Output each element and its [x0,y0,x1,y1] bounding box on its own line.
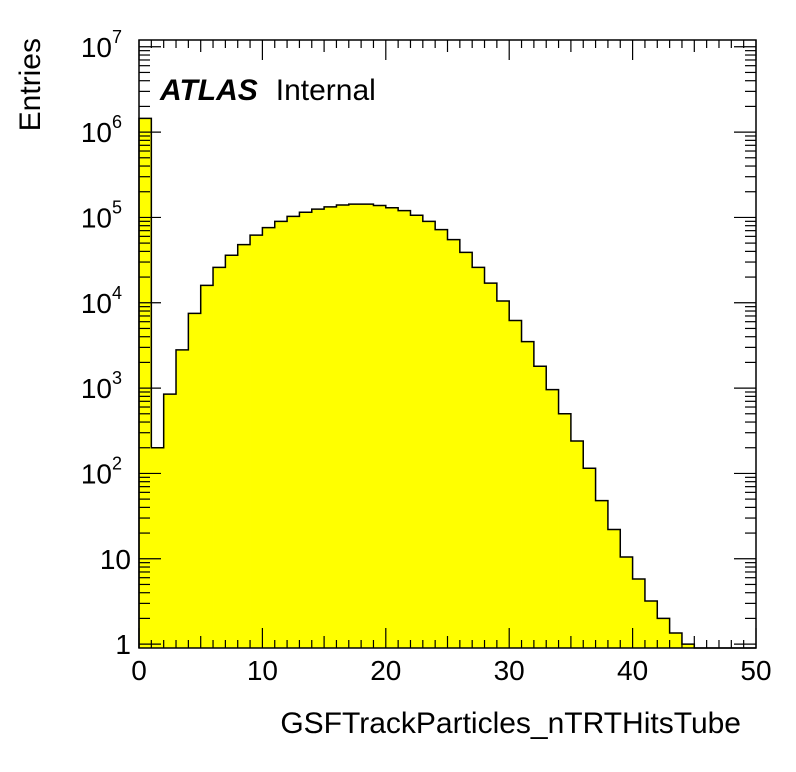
y-tick-exponent: 6 [112,112,122,132]
y-tick-label: 10 [81,32,112,63]
histogram-bar [570,440,584,648]
y-tick-exponent: 7 [112,27,122,47]
x-tick-label: 50 [740,655,771,686]
histogram-bar [620,556,633,648]
y-axis-label: Entries [14,38,47,131]
y-tick-label: 10 [100,544,131,575]
histogram-bar [274,221,288,649]
histogram-bar [607,529,621,648]
histogram-bar [669,632,683,648]
x-tick-label: 0 [131,655,147,686]
histogram-bar [336,204,350,648]
y-tick-exponent: 4 [112,283,122,303]
histogram-bar [546,389,559,648]
x-tick-label: 40 [617,655,648,686]
y-tick-label: 1 [115,629,131,660]
histogram-bar [509,320,522,648]
histogram-bars [138,117,756,649]
atlas-label-normal: Internal [276,74,376,107]
histogram-bar [459,252,473,648]
histogram-bar [583,468,596,648]
histogram-bar [472,267,485,648]
histogram-bar [213,267,226,648]
histogram-bar [151,447,165,648]
histogram-bar [225,255,239,648]
histogram-bar [348,204,362,648]
histogram-bar [657,618,671,648]
atlas-label: ATLAS Internal [159,74,376,107]
histogram-bar [237,244,251,648]
histogram-bar [558,413,572,648]
histogram-bar [435,229,448,648]
histogram-bar [200,285,214,648]
x-tick-label: 10 [247,655,278,686]
histogram-bar [484,283,498,648]
histogram-bar [262,227,276,649]
histogram-bar [361,204,374,648]
y-tick-exponent: 2 [112,453,122,473]
histogram-bar [533,366,547,648]
histogram-bar [521,341,535,648]
y-tick-label: 10 [81,458,112,489]
x-tick-label: 20 [370,655,401,686]
histogram-bar [496,300,510,648]
histogram-bar [447,239,461,648]
histogram-bar [176,349,189,648]
histogram-outline [138,117,756,649]
histogram-bar [373,205,387,649]
histogram-bar [595,500,609,648]
histogram-bar [398,210,411,648]
y-tick-label: 10 [81,288,112,319]
x-tick-label: 30 [494,655,525,686]
histogram-bar [422,221,436,649]
histogram-bar [324,206,337,648]
histogram-bar [250,235,263,648]
histogram-bar [299,212,313,648]
histogram-bar [644,600,658,648]
histogram-bar [287,216,300,649]
y-tick-label: 10 [81,117,112,148]
histogram-bar [410,215,424,648]
histogram-bar [139,118,152,648]
y-tick-exponent: 5 [112,197,122,217]
histogram-bar [188,313,202,648]
histogram-bar [632,578,646,648]
x-axis-label: GSFTrackParticles_nTRTHitsTube [280,707,741,740]
tick-marks [138,40,757,648]
histogram-bar [311,209,325,648]
y-tick-label: 10 [81,373,112,404]
y-tick-exponent: 3 [112,368,122,388]
histogram-bar [681,644,695,648]
y-tick-label: 10 [81,202,112,233]
histogram-bar [163,394,177,648]
histogram-bar [385,207,399,649]
atlas-label-bold: ATLAS [159,74,258,107]
